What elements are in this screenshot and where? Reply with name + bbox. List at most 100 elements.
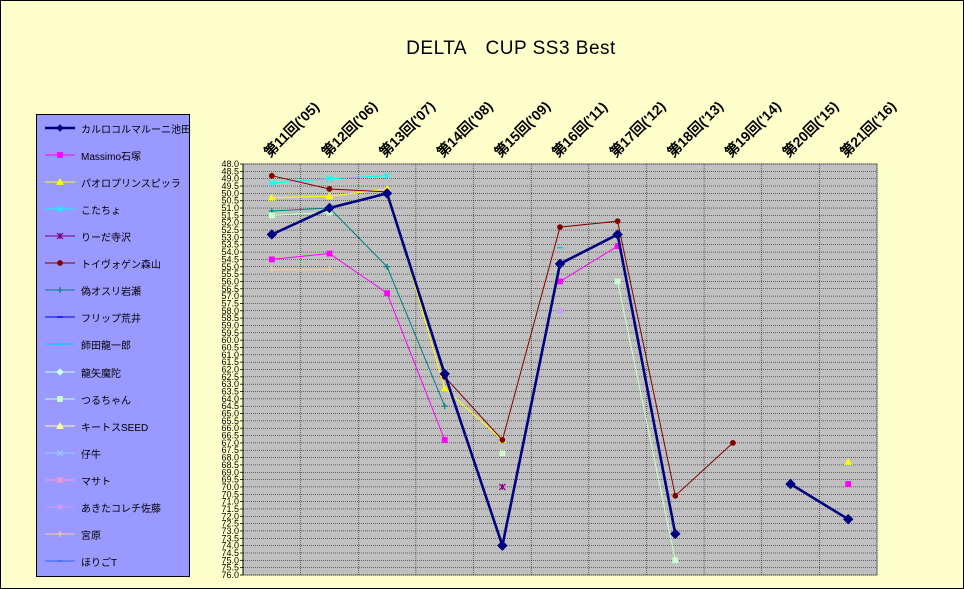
y-tick-label: 61.5 [221, 357, 239, 367]
legend-item: あきたコレチ佐藤 [43, 499, 189, 515]
y-tick-label: 65.0 [221, 409, 239, 419]
y-tick-label: 75.0 [221, 555, 239, 565]
grid [242, 163, 878, 576]
data-point [267, 193, 276, 201]
y-tick-label: 53.0 [221, 232, 239, 242]
data-point [672, 557, 679, 564]
data-point [498, 483, 506, 491]
data-point [672, 492, 679, 499]
legend-label: マサト [81, 476, 111, 488]
y-tick-label: 68.5 [221, 460, 239, 470]
y-tick-label: 76.0 [221, 570, 239, 580]
x-tick-label: 第15回('09) [491, 98, 553, 160]
x-tick-label: 第12回('06) [318, 98, 380, 160]
legend-item: トイヴォゲン森山 [43, 255, 189, 271]
data-point [268, 256, 275, 263]
legend-swatch [45, 260, 75, 267]
legend-label: ほりごT [81, 557, 118, 569]
y-tick-label: 72.5 [221, 519, 239, 529]
legend-item: りーだ寺沢 [43, 228, 189, 244]
data-point [499, 450, 506, 457]
legend-label: キートスSEED [81, 422, 149, 434]
data-point [730, 439, 736, 446]
y-tick-label: 49.0 [221, 174, 239, 184]
x-tick-label: 第13回('07) [376, 98, 438, 160]
legend-item: 偽オスリ岩瀬 [43, 282, 189, 298]
data-point [384, 290, 390, 297]
data-point [557, 307, 563, 314]
series-5 [498, 483, 506, 491]
y-tick-label: 61.0 [221, 350, 239, 360]
legend-swatch [45, 421, 75, 429]
data-point [441, 403, 448, 410]
legend-swatch [45, 205, 75, 213]
legend-label: トイヴォゲン森山 [81, 260, 161, 272]
y-tick-label: 69.0 [221, 467, 239, 477]
x-tick-label: 第16回('11) [549, 99, 611, 161]
data-point [440, 384, 449, 392]
data-point [325, 192, 334, 200]
x-tick-label: 第14回('08) [434, 98, 496, 160]
y-tick-label: 70.5 [221, 489, 239, 499]
series-1 [266, 188, 854, 551]
data-point [614, 278, 621, 285]
y-tick-label: 72.0 [221, 511, 239, 521]
legend-swatch [45, 530, 75, 537]
legend-marker [57, 260, 63, 267]
y-tick-label: 64.0 [221, 394, 239, 404]
y-tick-label: 57.0 [221, 291, 239, 301]
legend: カルロコルマルーニ池田 Massimo石塚 パオロプリンスピッラ こたちょ りーだ寺沢ト… [36, 114, 191, 577]
legend-item: キートスSEED [43, 418, 189, 434]
y-tick-label: 66.5 [221, 431, 239, 441]
y-tick-label: 67.5 [221, 445, 239, 455]
legend-swatch [45, 476, 75, 484]
legend-swatch [45, 449, 75, 457]
legend-label: 宮原 [81, 530, 101, 542]
data-point [499, 437, 506, 443]
data-point [324, 202, 335, 214]
x-tick-label: 第18回('13) [664, 98, 726, 160]
legend-swatch [45, 287, 75, 294]
data-point [554, 258, 566, 270]
legend-label: りーだ寺沢 [81, 233, 131, 245]
y-tick-label: 54.5 [221, 254, 239, 264]
data-point [384, 263, 391, 270]
data-point [670, 528, 681, 540]
y-tick-label: 73.0 [221, 526, 239, 536]
legend-item: マサト [43, 472, 189, 488]
data-point [785, 478, 796, 490]
legend-label: カルロコルマルーニ池田 [81, 125, 191, 136]
legend-label: こたちょ [81, 206, 121, 218]
legend-label: パオロプリンスピッラ [81, 179, 181, 191]
y-tick-label: 63.5 [221, 387, 239, 397]
legend-marker [56, 367, 64, 376]
y-tick-label: 70.0 [221, 482, 239, 492]
legend-swatch [45, 395, 75, 402]
y-tick-label: 53.5 [221, 240, 239, 250]
legend-swatch [45, 178, 75, 186]
y-tick-label: 66.0 [221, 423, 239, 433]
x-tick-label: 第21回('16) [837, 98, 899, 160]
legend-marker [57, 530, 63, 537]
y-tick-label: 59.5 [221, 328, 239, 338]
legend-marker [57, 395, 63, 402]
y-tick-label: 56.5 [221, 284, 239, 294]
y-tick-label: 69.5 [221, 475, 239, 485]
data-point [439, 368, 450, 380]
data-point [612, 229, 623, 240]
y-tick-label: 50.0 [221, 188, 239, 198]
y-tick-label: 57.5 [221, 298, 239, 308]
y-tick-label: 54.0 [221, 247, 239, 257]
legend-item: ほりごT [43, 553, 189, 569]
legend-marker [56, 232, 64, 240]
data-point [268, 212, 275, 219]
legend-marker [56, 421, 64, 429]
data-point [842, 514, 854, 525]
data-point [326, 175, 333, 183]
y-tick-label: 51.0 [221, 203, 239, 213]
legend-swatch [45, 124, 75, 132]
series-16 [268, 266, 333, 273]
y-tick-label: 52.0 [221, 218, 239, 228]
legend-swatch [45, 560, 75, 562]
y-tick-label: 59.0 [221, 320, 239, 330]
